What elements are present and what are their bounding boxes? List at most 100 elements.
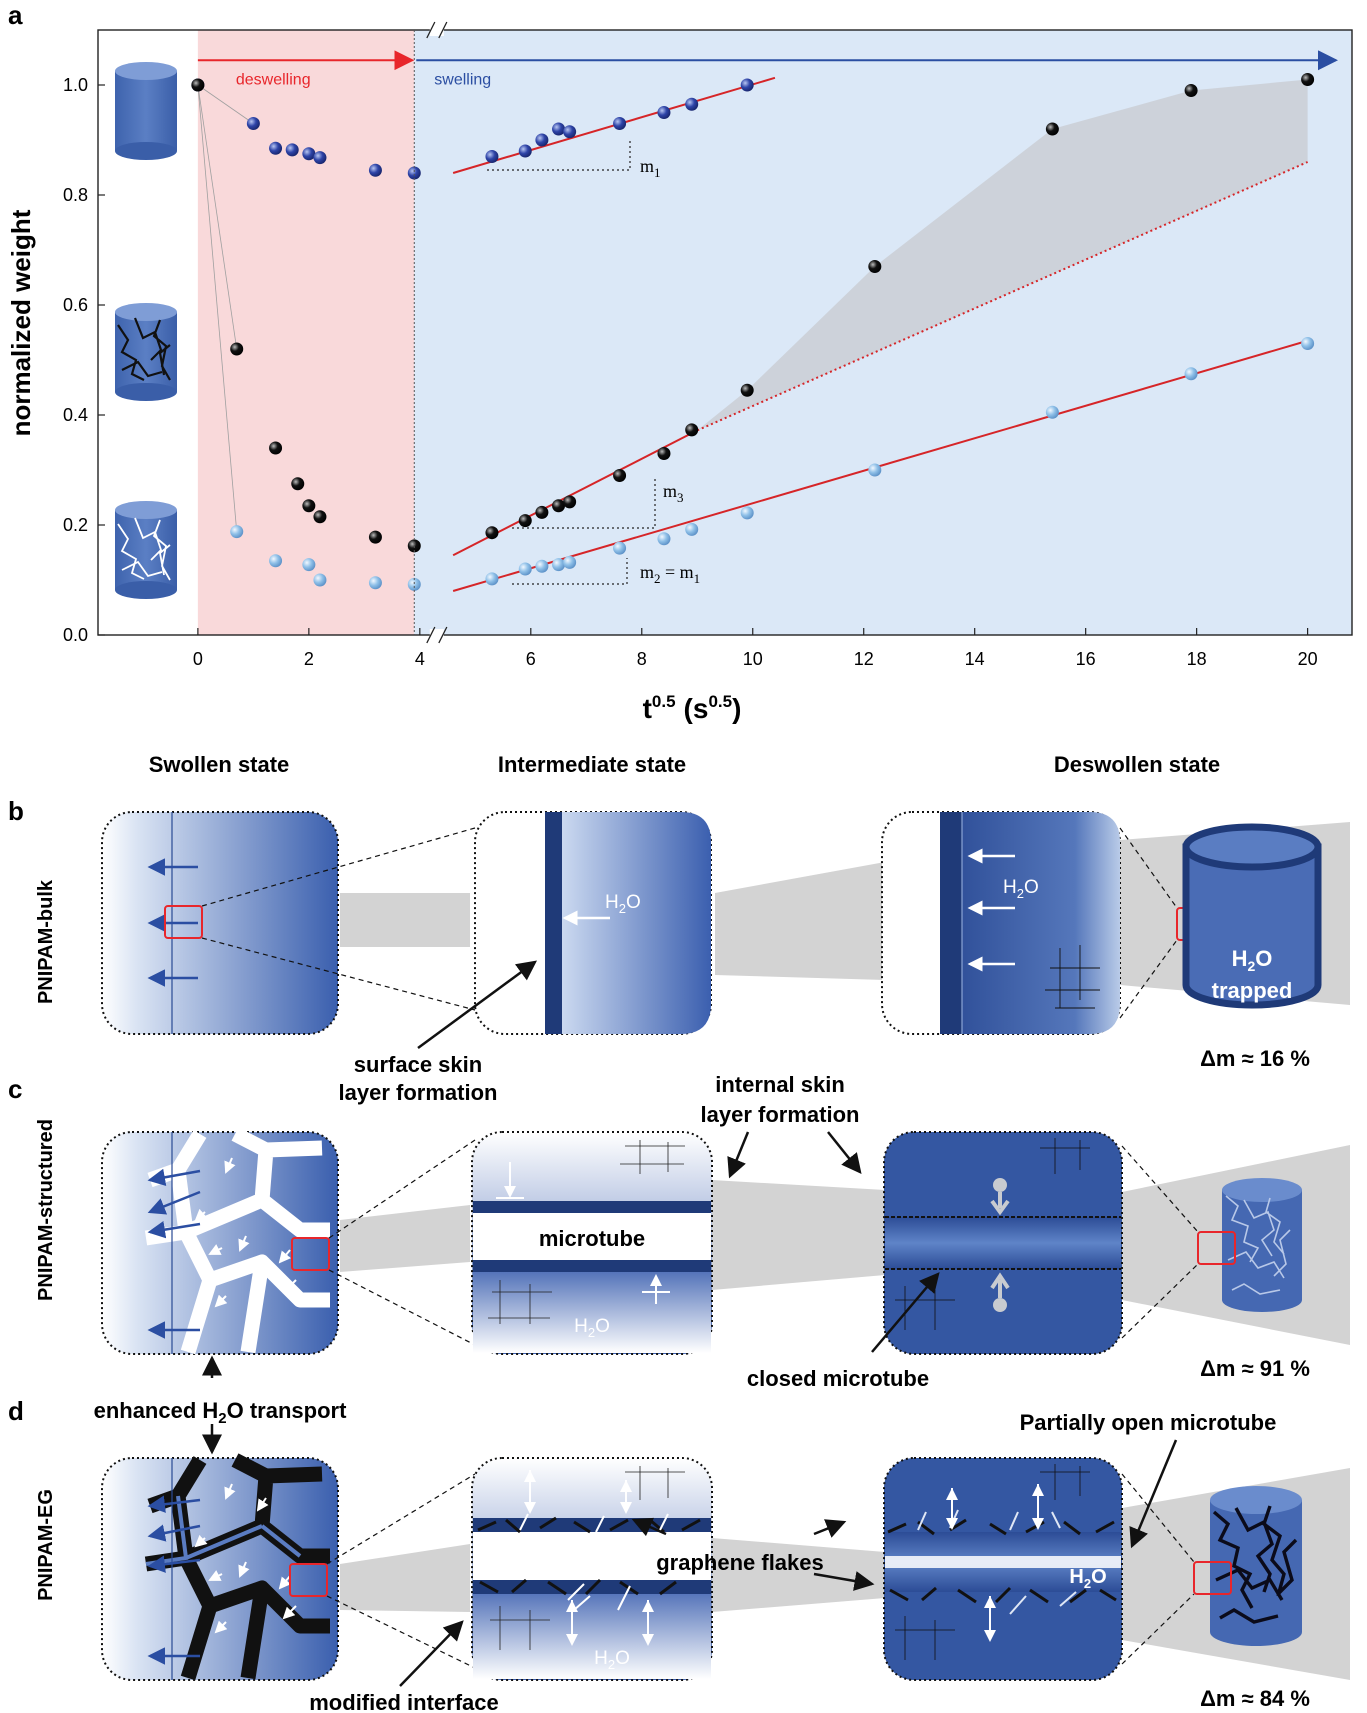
data-point (518, 562, 532, 576)
closed-channel (885, 1217, 1121, 1269)
h2o-label: H2O (1003, 877, 1039, 901)
zoom-line (326, 1473, 476, 1565)
data-point (485, 572, 499, 586)
axis-ticks: 0 2 4 6 8 10 12 14 16 18 20 0.0 0.2 0.4 0.6 0.8 1.0 (63, 75, 1318, 669)
gel-region (473, 1580, 711, 1679)
trapped-label: trapped (1212, 978, 1293, 1003)
data-point (535, 133, 549, 147)
zoom-cone (340, 1205, 470, 1272)
outflow-arrow (147, 1524, 201, 1542)
pin-icon (993, 1178, 1007, 1192)
row-d: H2O graphene flakes modified interface H… (101, 1410, 1350, 1713)
data-point (485, 150, 499, 163)
cylinder-eg (1210, 1486, 1302, 1646)
pointer-arrow (813, 1519, 847, 1538)
internal-skin (473, 1518, 711, 1532)
row-label-bulk: PNIPAM-bulk (35, 879, 57, 1004)
header-deswollen: Deswollen state (1054, 752, 1220, 777)
data-point (868, 463, 882, 477)
x-tick-label: 20 (1298, 649, 1318, 669)
axis-break-gap (429, 629, 444, 641)
data-point (1045, 122, 1059, 136)
enhanced-transport-label: enhanced H2O transport (94, 1398, 348, 1427)
trace-line (197, 84, 254, 124)
inflow-arrows (194, 1483, 297, 1634)
data-point (269, 141, 283, 155)
data-point (868, 260, 882, 273)
zoom-cone (712, 1538, 885, 1612)
data-point (613, 469, 627, 482)
x-tick-label: 6 (526, 649, 536, 669)
data-point (191, 78, 205, 92)
pointer-arrow (827, 1131, 862, 1174)
data-point (740, 383, 754, 397)
data-point (407, 539, 421, 553)
cylinder-icon-eg (115, 303, 177, 401)
note-surface-skin-1: surface skin (354, 1052, 482, 1077)
pin-icon (990, 1192, 1010, 1216)
data-point (1301, 73, 1315, 86)
skin-layer (940, 812, 962, 1034)
outflow-arrow (147, 1220, 201, 1239)
h2o-label: H2O (574, 1316, 610, 1340)
data-point (302, 558, 316, 572)
axis-break-mark (438, 21, 448, 39)
note-surface-skin-2: layer formation (339, 1080, 498, 1105)
h2o-label: H2O (1069, 1566, 1106, 1591)
zoom-box-icon (291, 1237, 330, 1271)
data-point (269, 554, 283, 568)
outflow-arrow (147, 1555, 201, 1573)
trapped-h2o-label: H2O (1232, 946, 1273, 974)
x-tick-label: 12 (854, 649, 874, 669)
data-point (613, 541, 627, 555)
axis-break-mark (426, 21, 436, 39)
cylinder-icon-structured (115, 501, 177, 599)
axis-break-gap (429, 24, 444, 36)
data-point (740, 78, 754, 92)
data-point (302, 499, 316, 513)
axis-break-mark (438, 626, 448, 644)
x-tick-label: 4 (415, 649, 425, 669)
data-point (657, 106, 671, 119)
pointer-arrow (813, 1571, 875, 1591)
y-tick-label: 1.0 (63, 75, 88, 95)
x-tick-label: 14 (965, 649, 985, 669)
note-internal-skin-2: layer formation (701, 1102, 860, 1127)
pointer-arrow (631, 1517, 667, 1537)
deviation-band (697, 79, 1308, 431)
note-internal-skin-1: internal skin (715, 1072, 845, 1097)
panel-letter-b: b (8, 796, 24, 826)
data-point (1301, 337, 1315, 350)
open-gap (885, 1556, 1121, 1568)
cylinder-bulk-trapped: H2O trapped (1182, 823, 1322, 1009)
delta-m-structured: Δm ≈ 91 % (1200, 1356, 1310, 1381)
zoom-box-icon (1193, 1561, 1232, 1595)
data-point (552, 558, 566, 572)
microtube-channel (473, 1531, 711, 1581)
data-point (563, 495, 577, 509)
data-points (191, 73, 1315, 591)
data-point (407, 577, 421, 591)
inflow-arrows (194, 1157, 297, 1308)
data-point (291, 477, 305, 491)
x-tick-label: 10 (743, 649, 763, 669)
zoom-line (1119, 827, 1178, 909)
row-b: H2O surface skin layer formation H2O H2O… (101, 811, 1350, 1105)
m1-label: m1 (640, 156, 661, 180)
data-point (552, 122, 566, 136)
data-point (313, 151, 327, 165)
zoom-box-icon (164, 905, 203, 939)
swollen-structured-box (101, 1131, 339, 1355)
zoom-cone (340, 893, 470, 947)
data-point (535, 559, 549, 573)
x-tick-label: 16 (1076, 649, 1096, 669)
outflow-arrow (147, 1168, 201, 1186)
data-point (613, 117, 627, 130)
data-point (368, 530, 382, 544)
data-point (518, 514, 532, 528)
zoom-cone (340, 1544, 470, 1612)
axis-break-mark (426, 626, 436, 644)
h2o-label: H2O (605, 892, 641, 916)
data-point (685, 97, 699, 111)
y-tick-label: 0.0 (63, 625, 88, 645)
